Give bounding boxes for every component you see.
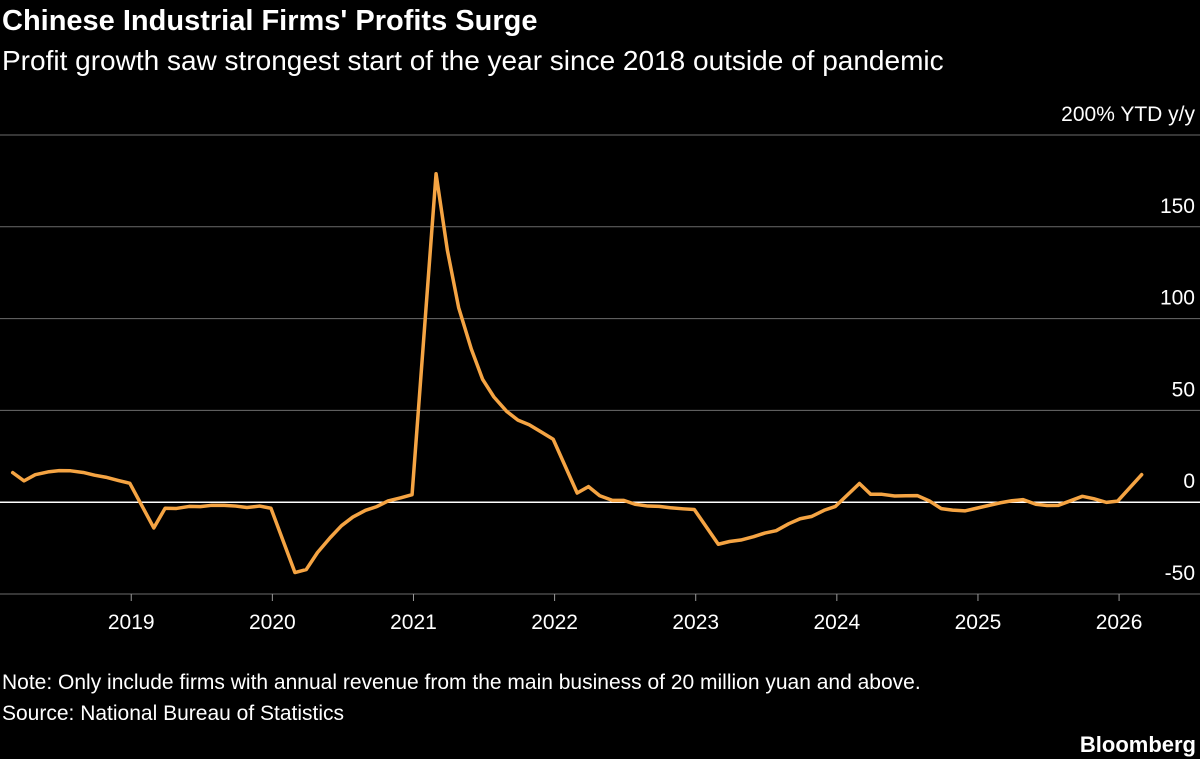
- x-tick-label: 2019: [108, 611, 155, 634]
- x-tick-label: 2021: [390, 611, 437, 634]
- source: Source: National Bureau of Statistics: [2, 702, 344, 725]
- y-tick-label: 100: [1160, 287, 1195, 310]
- chart-title: Chinese Industrial Firms' Profits Surge: [2, 5, 537, 37]
- x-tick-label: 2020: [249, 611, 296, 634]
- x-tick-label: 2022: [531, 611, 578, 634]
- y-tick-label: 200% YTD y/y: [1061, 103, 1195, 126]
- data-line: [10, 171, 1144, 575]
- y-tick-label: -50: [1165, 562, 1195, 585]
- x-tick-label: 2025: [955, 611, 1002, 634]
- x-tick-label: 2024: [813, 611, 860, 634]
- x-tick-label: 2026: [1096, 611, 1143, 634]
- chart-subtitle: Profit growth saw strongest start of the…: [2, 45, 944, 76]
- brand: Bloomberg: [1080, 732, 1196, 757]
- x-tick-label: 2023: [672, 611, 719, 634]
- y-tick-label: 50: [1172, 378, 1195, 401]
- note: Note: Only include firms with annual rev…: [2, 671, 921, 694]
- y-tick-label: 0: [1183, 470, 1195, 493]
- y-tick-label: 150: [1160, 195, 1195, 218]
